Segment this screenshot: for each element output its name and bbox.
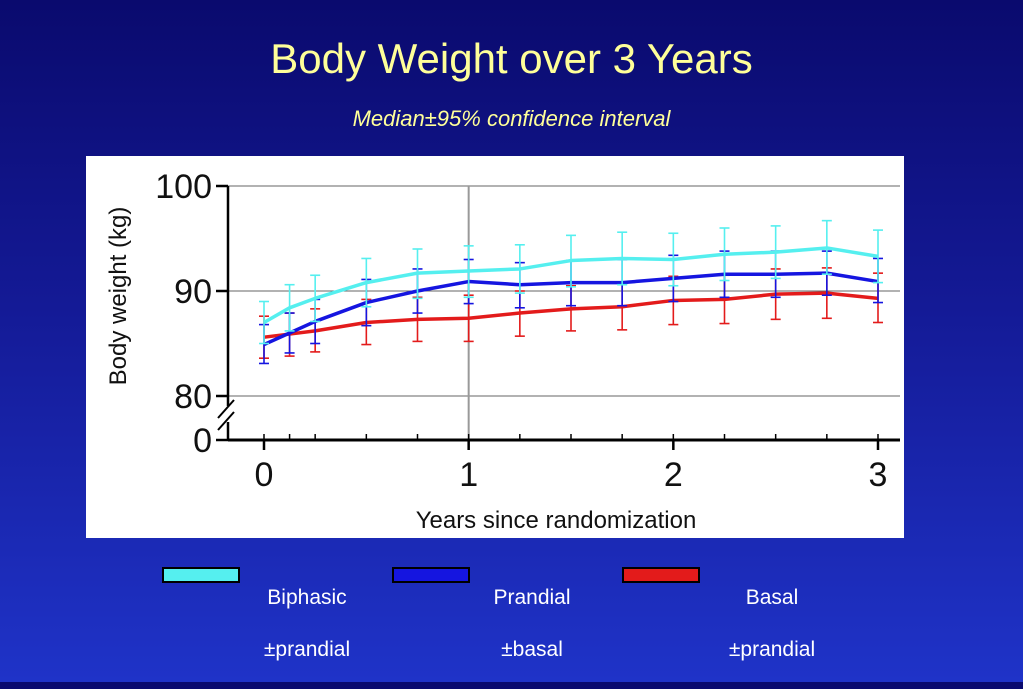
series-line bbox=[263, 271, 879, 347]
x-tick-label: 2 bbox=[664, 456, 683, 494]
slide-title: Body Weight over 3 Years bbox=[270, 35, 753, 82]
x-tick-label: 0 bbox=[255, 456, 274, 494]
legend-label-line1: Biphasic bbox=[267, 586, 347, 609]
axis-break-mark bbox=[217, 399, 235, 419]
chart-panel: Body weight (kg) Years since randomizati… bbox=[86, 156, 904, 538]
legend-swatch-basal bbox=[622, 567, 700, 583]
series-line bbox=[263, 291, 879, 339]
y-axis-label: Body weight (kg) bbox=[105, 207, 132, 386]
x-tick-label: 1 bbox=[459, 456, 478, 494]
legend-swatch-biphasic bbox=[162, 567, 240, 583]
slide-subtitle: Median±95% confidence interval bbox=[352, 106, 671, 131]
y-tick-label: 80 bbox=[174, 378, 212, 416]
y-tick-label: 0 bbox=[193, 422, 212, 460]
axis-break-mark bbox=[217, 411, 235, 431]
y-tick-label: 90 bbox=[174, 273, 212, 311]
series-line bbox=[263, 246, 879, 325]
legend-label-biphasic: Biphasic ±prandial bbox=[242, 559, 372, 689]
legend-label-line2: ±prandial bbox=[263, 638, 351, 661]
axis-layer bbox=[216, 184, 900, 450]
x-tick-label: 3 bbox=[869, 456, 888, 494]
x-axis-label: Years since randomization bbox=[416, 507, 697, 534]
legend-label-line2: ±basal bbox=[501, 638, 563, 661]
legend-label-line2: ±prandial bbox=[728, 638, 816, 661]
legend-label-line1: Basal bbox=[745, 586, 799, 609]
label-layer: Body weight (kg) Years since randomizati… bbox=[105, 168, 887, 534]
series-layer bbox=[259, 219, 883, 365]
legend-label-basal: Basal ±prandial bbox=[702, 559, 842, 689]
legend-label-prandial: Prandial ±basal bbox=[472, 559, 592, 689]
body-weight-chart: Body weight (kg) Years since randomizati… bbox=[105, 168, 900, 534]
legend-swatch-prandial bbox=[392, 567, 470, 583]
legend-label-line1: Prandial bbox=[493, 586, 571, 609]
series-biphasic bbox=[259, 219, 883, 345]
y-tick-label: 100 bbox=[155, 168, 212, 206]
grid-layer bbox=[228, 185, 900, 440]
